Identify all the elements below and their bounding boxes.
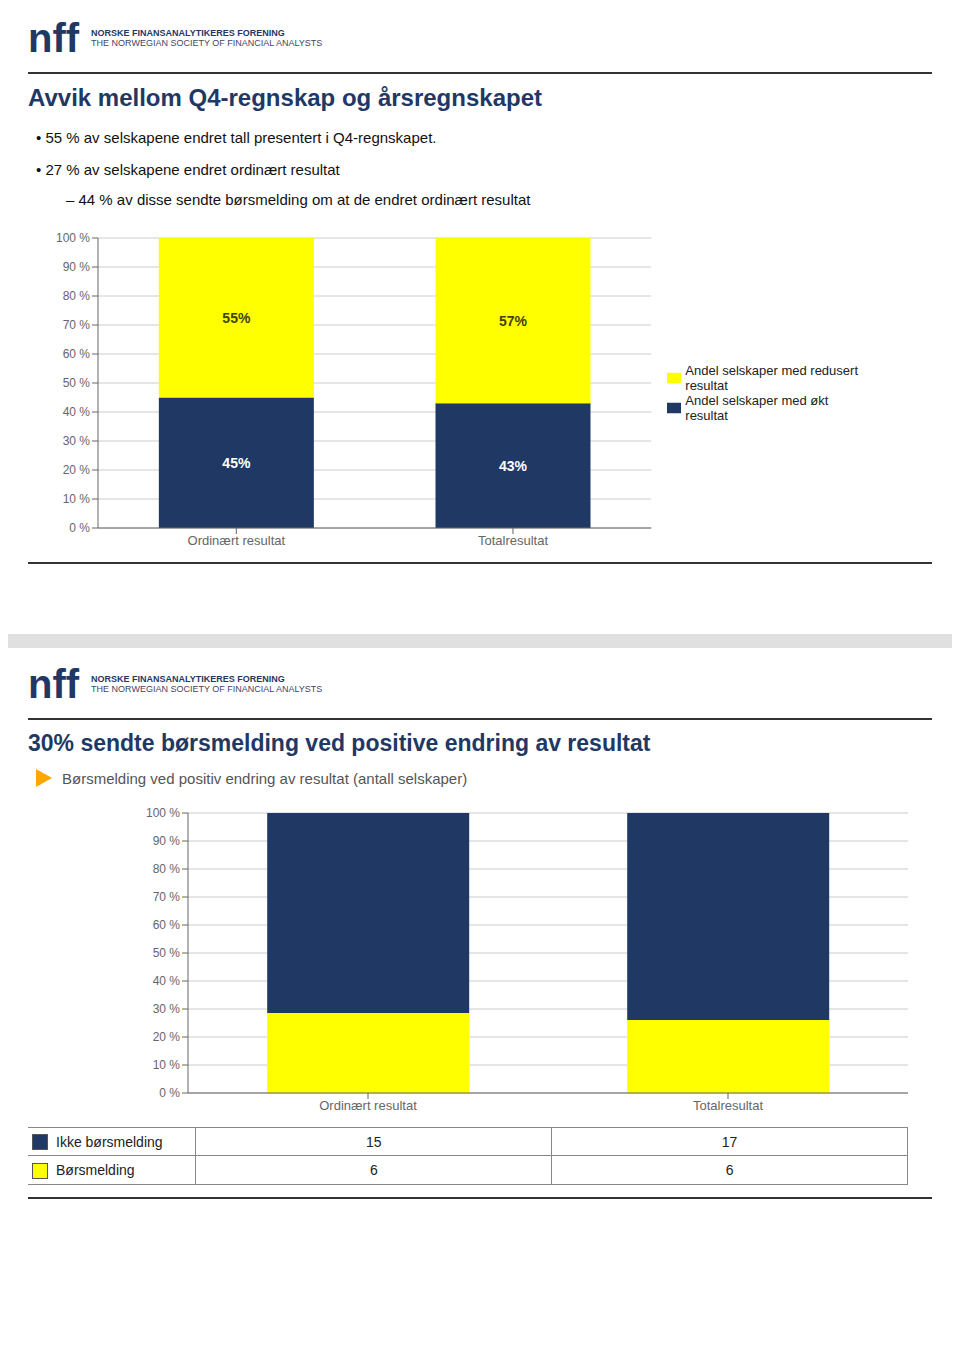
svg-text:50 %: 50 %	[63, 376, 91, 390]
svg-text:43%: 43%	[499, 458, 528, 474]
svg-text:Ordinært resultat: Ordinært resultat	[188, 533, 286, 548]
svg-text:40 %: 40 %	[153, 974, 181, 988]
svg-text:100 %: 100 %	[56, 231, 90, 245]
svg-text:90 %: 90 %	[63, 260, 91, 274]
html-text:NORSKE FINANSANALYTIKERES FORE: NORSKE FINANSANALYTIKERES FORENING	[91, 28, 285, 38]
html-text:15: 15	[366, 1133, 382, 1150]
svg-text:10 %: 10 %	[63, 492, 91, 506]
html-text:30% sendte børsmelding ved pos: 30% sendte børsmelding ved positive endr…	[28, 730, 651, 756]
html-text:– 44 % av disse sendte børsmel: – 44 % av disse sendte børsmelding om at…	[66, 191, 531, 208]
svg-text:Totalresultat: Totalresultat	[693, 1098, 763, 1113]
svg-text:20 %: 20 %	[63, 463, 91, 477]
svg-text:70 %: 70 %	[63, 318, 91, 332]
svg-text:30 %: 30 %	[153, 1002, 181, 1016]
html-text:Ikke børsmelding: Ikke børsmelding	[56, 1134, 163, 1151]
svg-text:70 %: 70 %	[153, 890, 181, 904]
svg-text:60 %: 60 %	[63, 347, 91, 361]
html-text:Børsmelding ved positiv endrin: Børsmelding ved positiv endring av resul…	[62, 769, 468, 787]
svg-text:57%: 57%	[499, 313, 528, 329]
html-text:17: 17	[721, 1133, 738, 1150]
html-text:THE NORWEGIAN SOCIETY OF FINAN: THE NORWEGIAN SOCIETY OF FINANCIAL ANALY…	[91, 684, 323, 694]
svg-text:40 %: 40 %	[63, 405, 91, 419]
html-text:• 55 % av selskapene endret ta: • 55 % av selskapene endret tall present…	[36, 129, 437, 146]
html-text:6: 6	[369, 1161, 378, 1178]
svg-text:30 %: 30 %	[63, 434, 91, 448]
svg-text:80 %: 80 %	[153, 862, 181, 876]
svg-text:90 %: 90 %	[153, 834, 181, 848]
html-text:Andel selskaper med økt result: Andel selskaper med økt resultat	[685, 393, 829, 423]
html-text:Avvik mellom Q4-regnskap og år: Avvik mellom Q4-regnskap og årsregnskape…	[28, 84, 542, 111]
svg-text:55%: 55%	[222, 310, 251, 326]
svg-text:60 %: 60 %	[153, 918, 181, 932]
svg-text:0 %: 0 %	[69, 521, 90, 535]
html-text:nff: nff	[28, 15, 80, 60]
svg-text:0 %: 0 %	[159, 1086, 180, 1100]
html-text:Andel selskaper med redusert r: Andel selskaper med redusert resultat	[685, 363, 858, 393]
html-text:THE NORWEGIAN SOCIETY OF FINAN: THE NORWEGIAN SOCIETY OF FINANCIAL ANALY…	[91, 38, 323, 48]
svg-text:Ordinært resultat: Ordinært resultat	[319, 1098, 417, 1113]
svg-text:80 %: 80 %	[63, 289, 91, 303]
svg-text:Totalresultat: Totalresultat	[478, 533, 548, 548]
svg-text:50 %: 50 %	[153, 946, 181, 960]
html-text:6: 6	[725, 1161, 734, 1178]
html-text:Børsmelding: Børsmelding	[56, 1162, 135, 1179]
svg-text:45%: 45%	[222, 455, 251, 471]
html-text:NORSKE FINANSANALYTIKERES FORE: NORSKE FINANSANALYTIKERES FORENING	[91, 674, 285, 684]
svg-text:100 %: 100 %	[146, 806, 180, 820]
html-text:nff: nff	[28, 661, 80, 706]
svg-text:10 %: 10 %	[153, 1058, 181, 1072]
svg-text:20 %: 20 %	[153, 1030, 181, 1044]
html-text:• 27 % av selskapene endret or: • 27 % av selskapene endret ordinært res…	[36, 161, 340, 178]
